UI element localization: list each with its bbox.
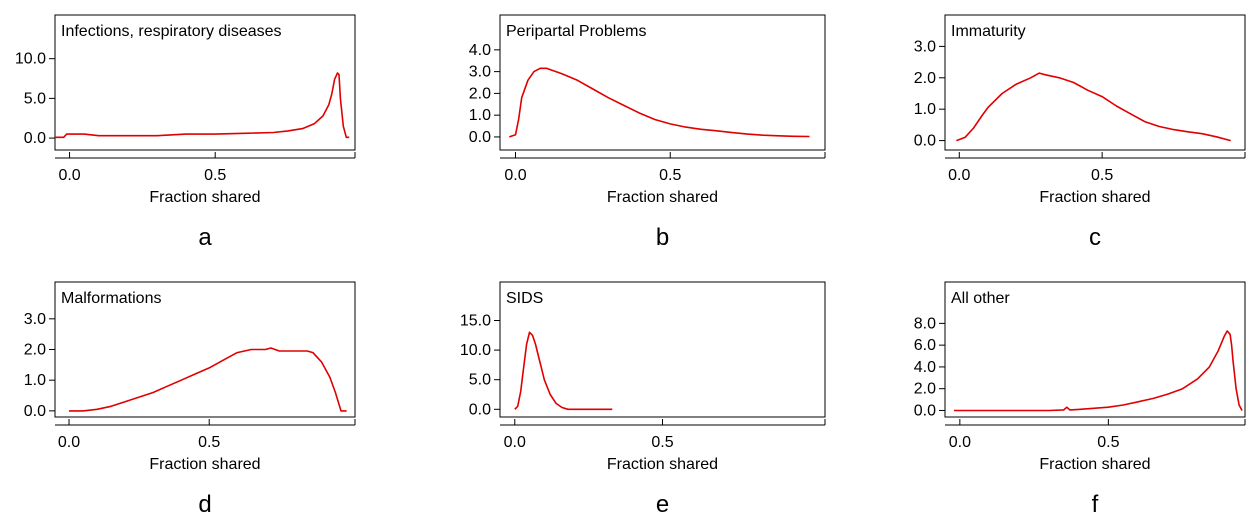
y-tick-label: 15.0 — [460, 312, 491, 329]
x-tick-label: 0.5 — [198, 434, 220, 451]
y-tick-label: 6.0 — [914, 337, 936, 354]
y-tick-label: 10.0 — [15, 51, 46, 68]
panel-letter: a — [198, 224, 212, 251]
y-tick-label: 0.0 — [24, 130, 46, 147]
x-tick-label: 0.0 — [58, 167, 80, 184]
y-tick-label: 2.0 — [469, 85, 491, 102]
panel-letter: f — [1092, 491, 1099, 517]
x-axis-title: Fraction shared — [1039, 456, 1150, 473]
x-axis-title: Fraction shared — [149, 456, 260, 473]
series-line — [956, 72, 1231, 142]
y-tick-label: 10.0 — [460, 342, 491, 359]
x-axis-title: Fraction shared — [607, 189, 718, 206]
panel-title: Peripartal Problems — [506, 23, 647, 40]
panel-title: Infections, respiratory diseases — [61, 23, 282, 40]
y-tick-label: 0.0 — [469, 129, 491, 146]
panel-letter: b — [656, 224, 669, 251]
chart-panel-c: Immaturity 0.0 1.0 2.0 3.0 0.0 0.5 Fraction sha… — [914, 14, 1246, 251]
y-tick-label: 0.0 — [24, 403, 46, 420]
chart-panel-b: Peripartal Problems 0.0 1.0 2.0 3.0 4.0 0.0 0.5… — [469, 14, 826, 251]
x-tick-label: 0.0 — [504, 434, 526, 451]
y-tick-label: 5.0 — [24, 90, 46, 107]
chart-panel-f: All other 0.0 2.0 4.0 6.0 8.0 0.0 0.5 Fraction s… — [914, 281, 1246, 517]
series-line — [69, 347, 347, 412]
panel-letter: c — [1089, 224, 1101, 251]
plot-frame — [54, 14, 356, 151]
y-tick-label: 1.0 — [469, 107, 491, 124]
panel-title: All other — [951, 290, 1010, 307]
y-tick-label: 0.0 — [914, 133, 936, 150]
panel-title: Malformations — [61, 290, 161, 307]
y-tick-label: 1.0 — [914, 101, 936, 118]
plot-frame — [944, 281, 1246, 418]
chart-panel-a: Infections, respiratory diseases 0.0 5.0 10… — [15, 14, 356, 251]
chart-panel-e: SIDS 0.0 5.0 10.0 15.0 0.0 0.5 Fraction shared e — [460, 281, 826, 517]
x-tick-label: 0.5 — [659, 167, 681, 184]
y-tick-label: 3.0 — [24, 311, 46, 328]
plot-frame — [944, 14, 1246, 151]
panel-title: Immaturity — [951, 23, 1026, 40]
series-line — [514, 331, 613, 411]
y-tick-label: 2.0 — [24, 342, 46, 359]
y-tick-label: 2.0 — [914, 381, 936, 398]
x-tick-label: 0.0 — [948, 167, 970, 184]
x-tick-label: 0.0 — [58, 434, 80, 451]
x-tick-label: 0.0 — [504, 167, 526, 184]
y-tick-label: 4.0 — [914, 359, 936, 376]
y-tick-label: 1.0 — [24, 372, 46, 389]
x-tick-label: 0.5 — [1097, 434, 1119, 451]
x-axis-title: Fraction shared — [1039, 189, 1150, 206]
x-axis-title: Fraction shared — [607, 456, 718, 473]
x-axis-title: Fraction shared — [149, 189, 260, 206]
y-tick-label: 0.0 — [914, 402, 936, 419]
y-tick-label: 8.0 — [914, 315, 936, 332]
series-line — [55, 72, 350, 139]
y-tick-label: 3.0 — [469, 64, 491, 81]
y-tick-label: 5.0 — [469, 372, 491, 389]
plot-frame — [499, 14, 826, 151]
y-tick-label: 0.0 — [469, 401, 491, 418]
series-line — [953, 330, 1243, 412]
panel-title: SIDS — [506, 290, 543, 307]
panel-letter: d — [198, 491, 211, 517]
y-tick-label: 4.0 — [469, 42, 491, 59]
y-tick-label: 2.0 — [914, 70, 936, 87]
plot-frame — [499, 281, 826, 418]
x-tick-label: 0.0 — [949, 434, 971, 451]
chart-panel-d: Malformations 0.0 1.0 2.0 3.0 0.0 0.5 Fraction … — [24, 281, 356, 517]
y-tick-label: 3.0 — [914, 38, 936, 55]
x-tick-label: 0.5 — [204, 167, 226, 184]
x-tick-label: 0.5 — [651, 434, 673, 451]
series-line — [509, 67, 810, 138]
panel-letter: e — [656, 491, 669, 517]
x-tick-label: 0.5 — [1091, 167, 1113, 184]
